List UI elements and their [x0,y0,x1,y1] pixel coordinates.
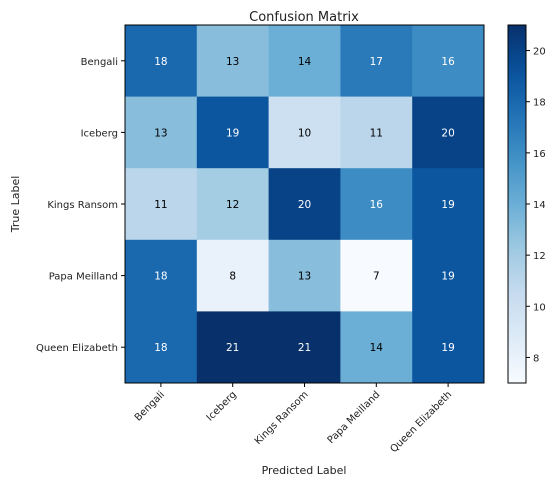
cell-value-label: 18 [154,342,167,354]
heatmap-cells [125,25,485,384]
heatmap-cell [412,96,485,169]
colorbar-tick-label: 18 [533,98,545,109]
cell-value-label: 7 [373,271,380,283]
heatmap-cell [340,168,413,241]
heatmap-cell [340,239,413,312]
heatmap-cell [268,168,341,241]
cell-value-label: 19 [226,127,239,139]
cell-value-labels: 18 13 14 17 16 13 19 10 11 20 11 12 20 16 19 18 8 13 7 19 18… [154,56,455,354]
heatmap-cell [125,25,198,98]
x-tick-label: Iceberg [205,389,239,423]
cell-value-label: 10 [298,127,311,139]
heatmap-cell [125,168,198,241]
cell-value-label: 13 [154,127,167,139]
heatmap-cell [196,96,270,169]
y-tick-label: Bengali [81,57,118,68]
colorbar-tick-label: 20 [533,47,545,58]
cell-value-label: 11 [154,199,167,211]
heatmap-cell [340,25,413,98]
heatmap-cell [412,311,485,384]
cell-value-label: 8 [229,271,236,283]
colorbar-tick-label: 8 [533,353,539,364]
cell-value-label: 19 [441,342,454,354]
heatmap-cell [412,168,485,241]
cell-value-label: 19 [441,271,454,283]
cell-value-label: 21 [226,342,239,354]
x-tick-label: Kings Ransom [253,389,311,447]
cell-value-label: 16 [441,56,455,68]
heatmap-cell [412,239,485,312]
heatmap-cell [268,25,341,98]
y-axis-label: True Label [9,176,22,234]
colorbar-tick-label: 16 [533,149,545,160]
cell-value-label: 19 [441,199,454,211]
heatmap-cell [196,25,270,98]
x-axis-label: Predicted Label [262,464,347,477]
x-tick-label: Queen Elizabeth [388,389,454,455]
heatmap-cell [268,311,341,384]
y-tick-label: Kings Ransom [47,200,118,211]
y-tick-label: Queen Elizabeth [36,343,118,354]
cell-value-label: 20 [298,199,311,211]
heatmap-cell [125,311,198,384]
cell-value-label: 14 [370,342,384,354]
colorbar-tick-label: 14 [533,200,545,211]
cell-value-label: 13 [298,271,311,283]
cell-value-label: 14 [298,56,312,68]
heatmap-cell [125,239,198,312]
heatmap-cell [196,239,270,312]
cell-value-label: 21 [298,342,311,354]
cell-value-label: 13 [226,56,239,68]
x-tick-label: Papa Meilland [326,389,383,446]
colorbar [507,24,527,384]
cell-value-label: 11 [370,127,383,139]
heatmap-cell [268,239,341,312]
cell-value-label: 16 [370,199,384,211]
heatmap-cell [268,96,341,169]
y-tick-label: Iceberg [81,128,118,139]
heatmap-cell [196,168,270,241]
colorbar-ticks: 8 10 12 14 16 18 20 [526,47,545,364]
x-tick-label: Bengali [133,389,167,423]
heatmap-cell [340,96,413,169]
y-tick-label: Papa Meilland [49,272,118,283]
heatmap-cell [125,96,198,169]
x-axis-ticks: Bengali Iceberg Kings Ransom Papa Meilland Q… [133,383,454,455]
heatmap-cell [412,25,485,98]
cell-value-label: 12 [226,199,239,211]
colorbar-tick-label: 12 [533,251,545,262]
cell-value-label: 17 [370,56,383,68]
cell-value-label: 18 [154,271,167,283]
cell-value-label: 20 [441,127,454,139]
chart-title: Confusion Matrix [249,10,359,25]
heatmap-cell [196,311,270,384]
colorbar-tick-label: 10 [533,302,545,313]
heatmap-cell [340,311,413,384]
y-axis-ticks: Bengali Iceberg Kings Ransom Papa Meilland Q… [36,57,125,354]
cell-value-label: 18 [154,56,167,68]
